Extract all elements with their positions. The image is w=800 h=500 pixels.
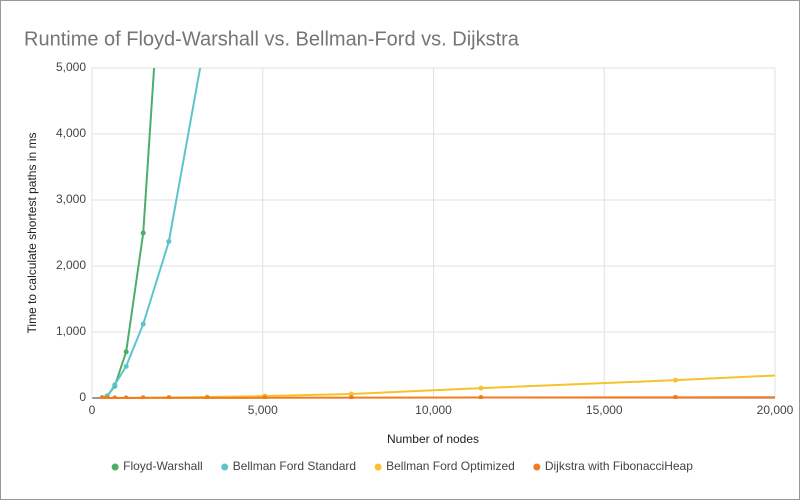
data-point	[123, 349, 129, 355]
legend-item: Dijkstra with FibonacciHeap	[533, 459, 693, 473]
y-tick-label: 5,000	[56, 60, 86, 74]
legend-marker	[374, 463, 382, 471]
grid	[91, 67, 776, 399]
data-point	[478, 395, 484, 399]
data-point	[204, 395, 210, 399]
data-point	[140, 230, 146, 236]
x-axis-label: Number of nodes	[387, 432, 479, 446]
data-point	[112, 395, 118, 399]
legend: Floyd-Warshall Bellman Ford Standard Bellm…	[111, 459, 693, 473]
data-point	[99, 395, 105, 399]
x-tick-label: 10,000	[415, 403, 452, 417]
data-point	[672, 394, 678, 399]
legend-item: Bellman Ford Standard	[221, 459, 356, 473]
y-axis-label: Time to calculate shortest paths in ms	[25, 133, 39, 334]
y-tick-label: 2,000	[56, 258, 86, 272]
data-point	[348, 391, 354, 397]
data-point	[104, 395, 110, 399]
data-point	[672, 377, 678, 383]
plot-area	[99, 68, 775, 399]
x-tick-label: 20,000	[757, 403, 794, 417]
y-tick-label: 1,000	[56, 324, 86, 338]
legend-marker	[111, 463, 119, 471]
data-point	[348, 395, 354, 399]
x-tick-label: 15,000	[586, 403, 623, 417]
x-tick-label: 5,000	[248, 403, 278, 417]
legend-label: Floyd-Warshall	[123, 459, 203, 473]
legend-item: Bellman Ford Optimized	[374, 459, 515, 473]
data-point	[123, 363, 129, 369]
legend-label: Bellman Ford Standard	[233, 459, 356, 473]
x-tick-label: 0	[89, 403, 96, 417]
data-point	[166, 239, 172, 245]
legend-marker	[221, 463, 229, 471]
legend-label: Dijkstra with FibonacciHeap	[545, 459, 693, 473]
y-tick-label: 4,000	[56, 126, 86, 140]
chart-title: Runtime of Floyd-Warshall vs. Bellman-Fo…	[24, 28, 520, 50]
y-tick-label: 0	[79, 390, 86, 404]
data-point	[140, 321, 146, 327]
y-tick-label: 3,000	[56, 192, 86, 206]
legend-label: Bellman Ford Optimized	[386, 459, 515, 473]
data-point	[166, 395, 172, 399]
data-point	[262, 395, 268, 399]
data-point	[112, 382, 118, 388]
legend-item: Floyd-Warshall	[111, 459, 203, 473]
data-point	[478, 385, 484, 391]
data-point	[140, 395, 146, 399]
legend-marker	[533, 463, 541, 471]
data-point	[123, 395, 129, 399]
